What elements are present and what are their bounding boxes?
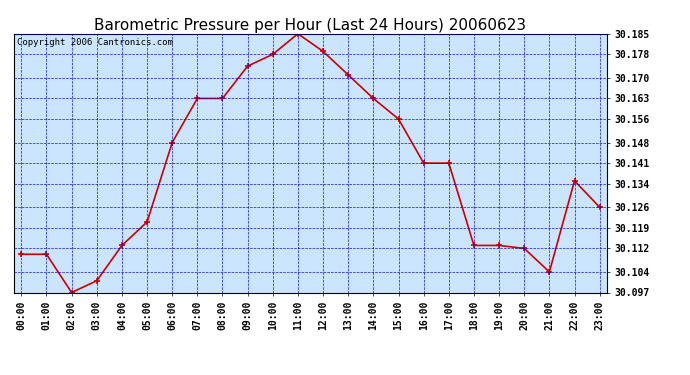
Text: Copyright 2006 Cantronics.com: Copyright 2006 Cantronics.com: [17, 38, 172, 46]
Title: Barometric Pressure per Hour (Last 24 Hours) 20060623: Barometric Pressure per Hour (Last 24 Ho…: [95, 18, 526, 33]
